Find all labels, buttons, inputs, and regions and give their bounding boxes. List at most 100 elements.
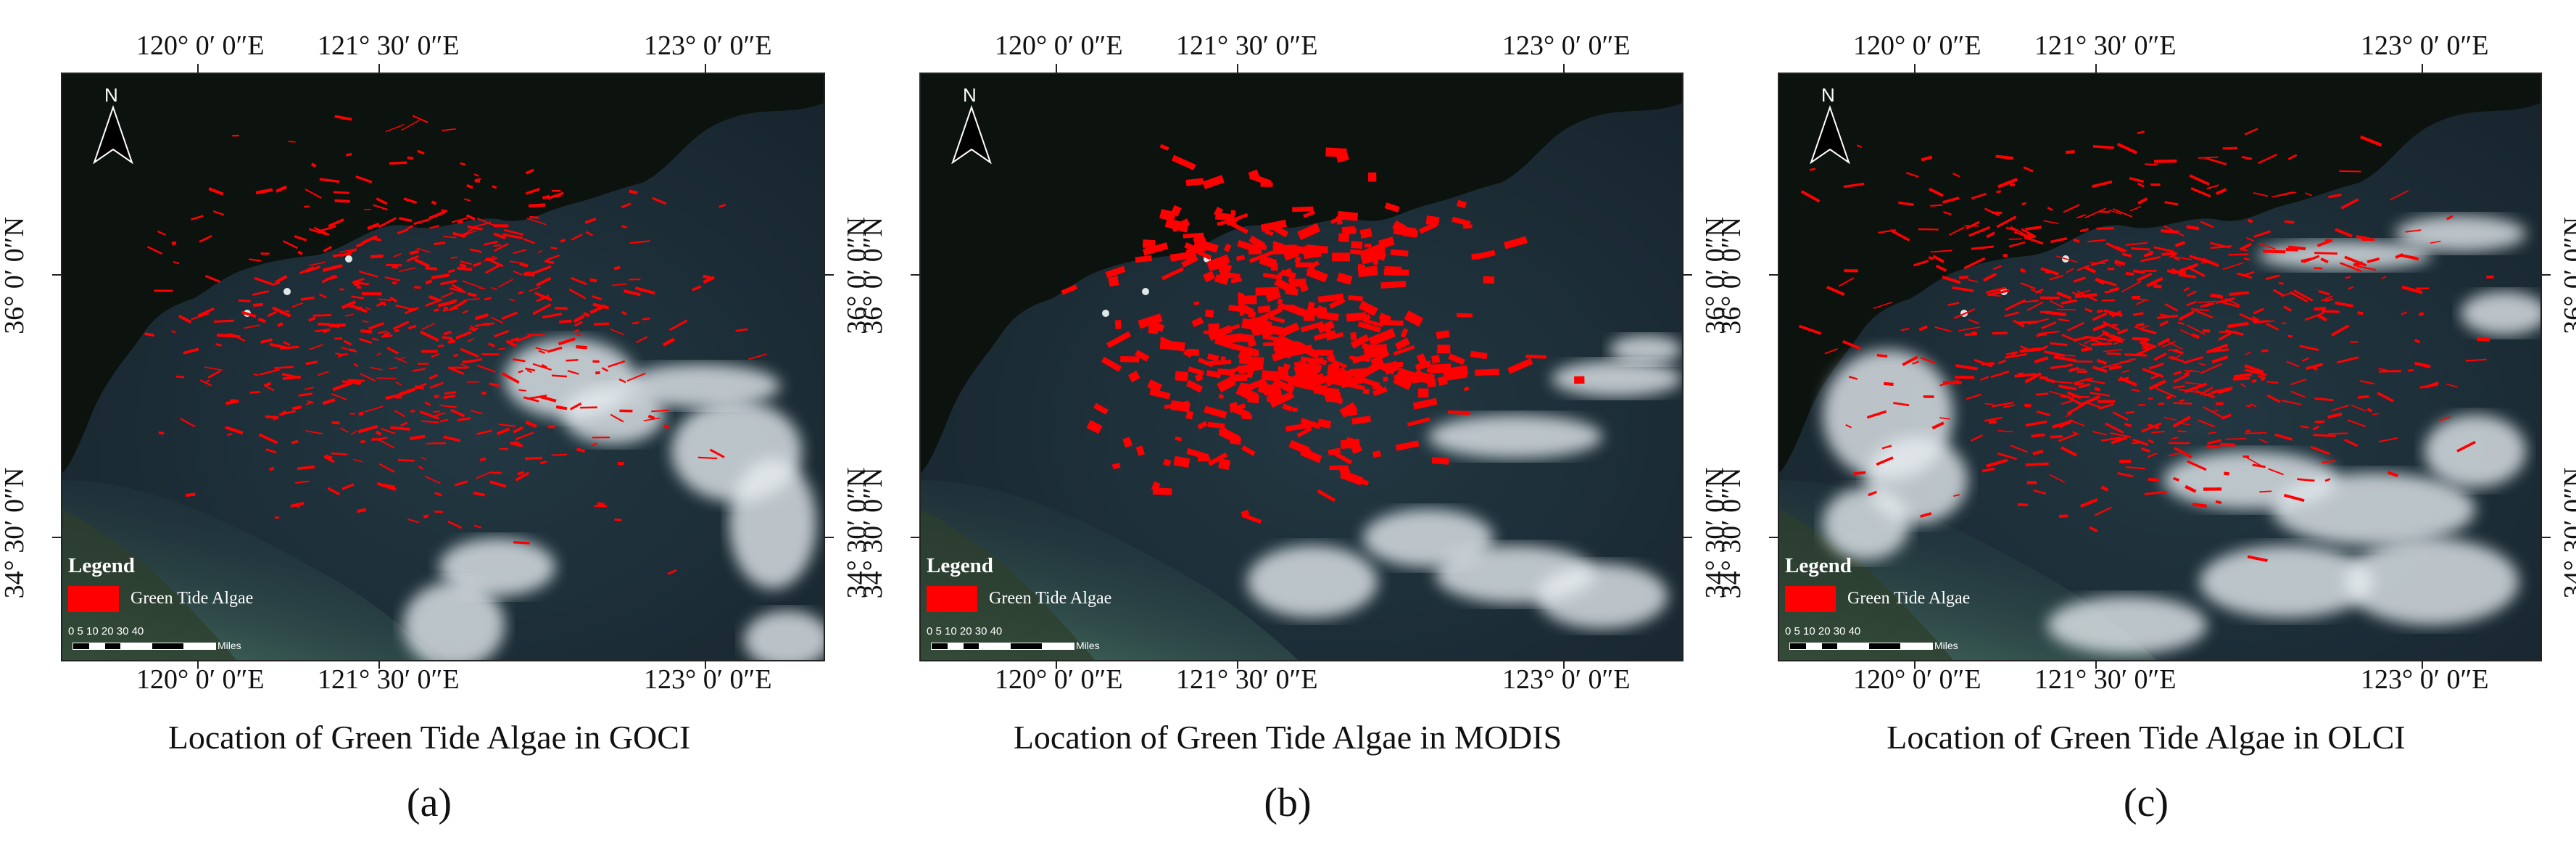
algae-patch — [1346, 312, 1367, 322]
algae-patch — [1317, 418, 1332, 429]
algae-patch — [389, 161, 407, 165]
algae-patch — [2192, 503, 2207, 508]
algae-patch — [364, 208, 371, 210]
algae-patch — [2218, 331, 2232, 342]
algae-patch — [2025, 462, 2049, 466]
algae-patch — [1418, 388, 1429, 398]
algae-patch — [2401, 285, 2423, 294]
algae-patch — [2331, 405, 2350, 412]
algae-patch — [2119, 459, 2132, 463]
algae-patch — [532, 303, 552, 315]
algae-patch — [2100, 362, 2124, 369]
algae-patch — [2198, 362, 2206, 366]
algae-patch — [2014, 373, 2037, 378]
algae-patch — [1971, 192, 1987, 200]
algae-patch — [2202, 257, 2219, 268]
algae-patch — [1984, 403, 1994, 405]
algae-patch — [1317, 489, 1336, 503]
algae-patch — [2103, 321, 2120, 331]
algae-patch — [614, 518, 622, 521]
algae-patch — [567, 369, 579, 375]
algae-patch — [2081, 347, 2092, 352]
right-tick — [2542, 537, 2551, 538]
algae-patch — [1328, 358, 1348, 369]
north-label: N — [104, 84, 118, 106]
algae-patch — [2358, 395, 2369, 399]
algae-patch — [2310, 445, 2330, 455]
algae-patch — [450, 256, 458, 260]
algae-patch — [1207, 359, 1232, 366]
algae-patch — [2290, 390, 2306, 398]
algae-patch — [2102, 330, 2110, 335]
algae-patch — [2306, 363, 2324, 371]
algae-patch — [341, 353, 349, 356]
left-latitude-label: 36° 0′ 0″N — [0, 217, 30, 334]
algae-patch — [1208, 452, 1228, 466]
algae-patch — [2372, 413, 2380, 416]
algae-patch — [276, 185, 288, 193]
algae-patch — [2167, 452, 2182, 457]
algae-patch — [1384, 202, 1400, 212]
algae-patch — [551, 453, 568, 456]
algae-patch — [359, 337, 373, 344]
algae-patch — [383, 331, 391, 337]
algae-patch — [1185, 178, 1204, 186]
algae-patch — [1981, 467, 1995, 473]
algae-patch — [1227, 220, 1248, 234]
algae-patch — [1935, 264, 1947, 273]
algae-patch — [544, 260, 555, 265]
algae-patch — [1426, 378, 1436, 388]
algae-patch — [308, 344, 323, 350]
cloud — [744, 611, 824, 660]
algae-patch — [265, 415, 278, 419]
algae-patch — [353, 458, 363, 463]
algae-patch — [341, 300, 357, 310]
algae-patch — [2104, 290, 2110, 294]
algae-patch — [2207, 343, 2229, 353]
algae-patch — [1171, 154, 1196, 170]
algae-patch — [1241, 413, 1253, 420]
algae-patch — [2322, 459, 2336, 464]
algae-patch — [2010, 226, 2030, 238]
algae-patch — [1990, 370, 2010, 379]
algae-patch — [2249, 403, 2257, 408]
algae-patch — [2260, 376, 2266, 381]
algae-patch — [1148, 320, 1165, 333]
bottom-tick — [1914, 660, 1916, 669]
algae-patch — [2141, 344, 2148, 348]
algae-patch — [570, 276, 587, 286]
algae-patch — [294, 503, 300, 508]
algae-patch — [2183, 355, 2204, 365]
algae-patch — [364, 405, 384, 413]
algae-patch — [667, 569, 677, 575]
algae-patch — [285, 310, 290, 313]
algae-patch — [2339, 170, 2361, 173]
bottom-tick — [705, 660, 706, 669]
algae-patch — [227, 432, 233, 437]
algae-patch — [589, 278, 597, 283]
algae-patch — [199, 379, 212, 387]
algae-patch — [1889, 228, 1910, 242]
top-longitude-label: 120° 0′ 0″E — [1853, 30, 1981, 61]
algae-patch — [1306, 267, 1328, 283]
algae-patch — [1185, 410, 1194, 420]
algae-patch — [2446, 383, 2458, 388]
algae-patch — [2041, 344, 2048, 351]
algae-patch — [452, 231, 466, 239]
algae-patch — [611, 283, 628, 286]
algae-patch — [1340, 470, 1364, 486]
algae-patch — [1456, 199, 1467, 209]
legend-title: Legend — [68, 554, 135, 577]
algae-patch — [403, 197, 418, 205]
algae-patch — [2092, 322, 2109, 332]
algae-patch — [2286, 360, 2300, 368]
algae-patch — [519, 262, 529, 268]
scale-bar: 0 5 10 20 30 40 Miles — [68, 625, 257, 654]
algae-patch — [2050, 363, 2073, 370]
algae-patch — [1905, 172, 1919, 178]
bottom-tick — [197, 660, 199, 669]
algae-patch — [279, 410, 296, 416]
algae-patch — [2221, 301, 2229, 305]
algae-patch — [1202, 175, 1225, 189]
algae-patch — [1419, 221, 1438, 234]
